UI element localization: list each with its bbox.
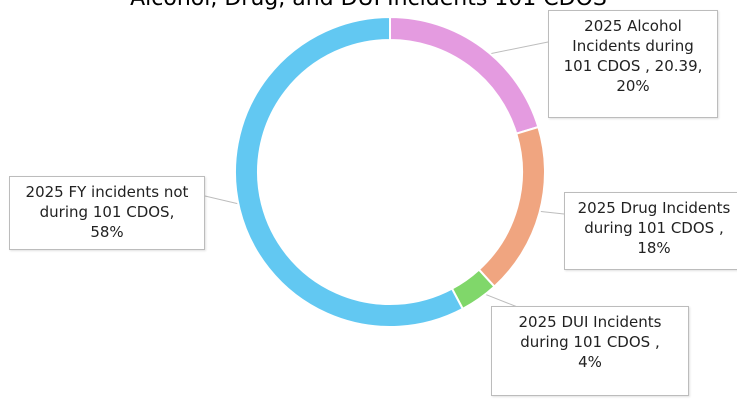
chart-title: Alcohol, Drug, and DUI Incidents 101 CDO… (0, 0, 737, 11)
data-label-alcohol: 2025 Alcohol Incidents during 101 CDOS ,… (548, 10, 718, 118)
donut-slices (234, 15, 546, 328)
slice-not-during (234, 15, 465, 328)
slice-drug (477, 125, 546, 288)
data-label-dui: 2025 DUI Incidents during 101 CDOS , 4% (491, 306, 689, 396)
slice-alcohol (389, 15, 540, 135)
data-label-drug: 2025 Drug Incidents during 101 CDOS , 18… (564, 192, 737, 270)
data-label-not-during: 2025 FY incidents not during 101 CDOS, 5… (9, 176, 205, 250)
